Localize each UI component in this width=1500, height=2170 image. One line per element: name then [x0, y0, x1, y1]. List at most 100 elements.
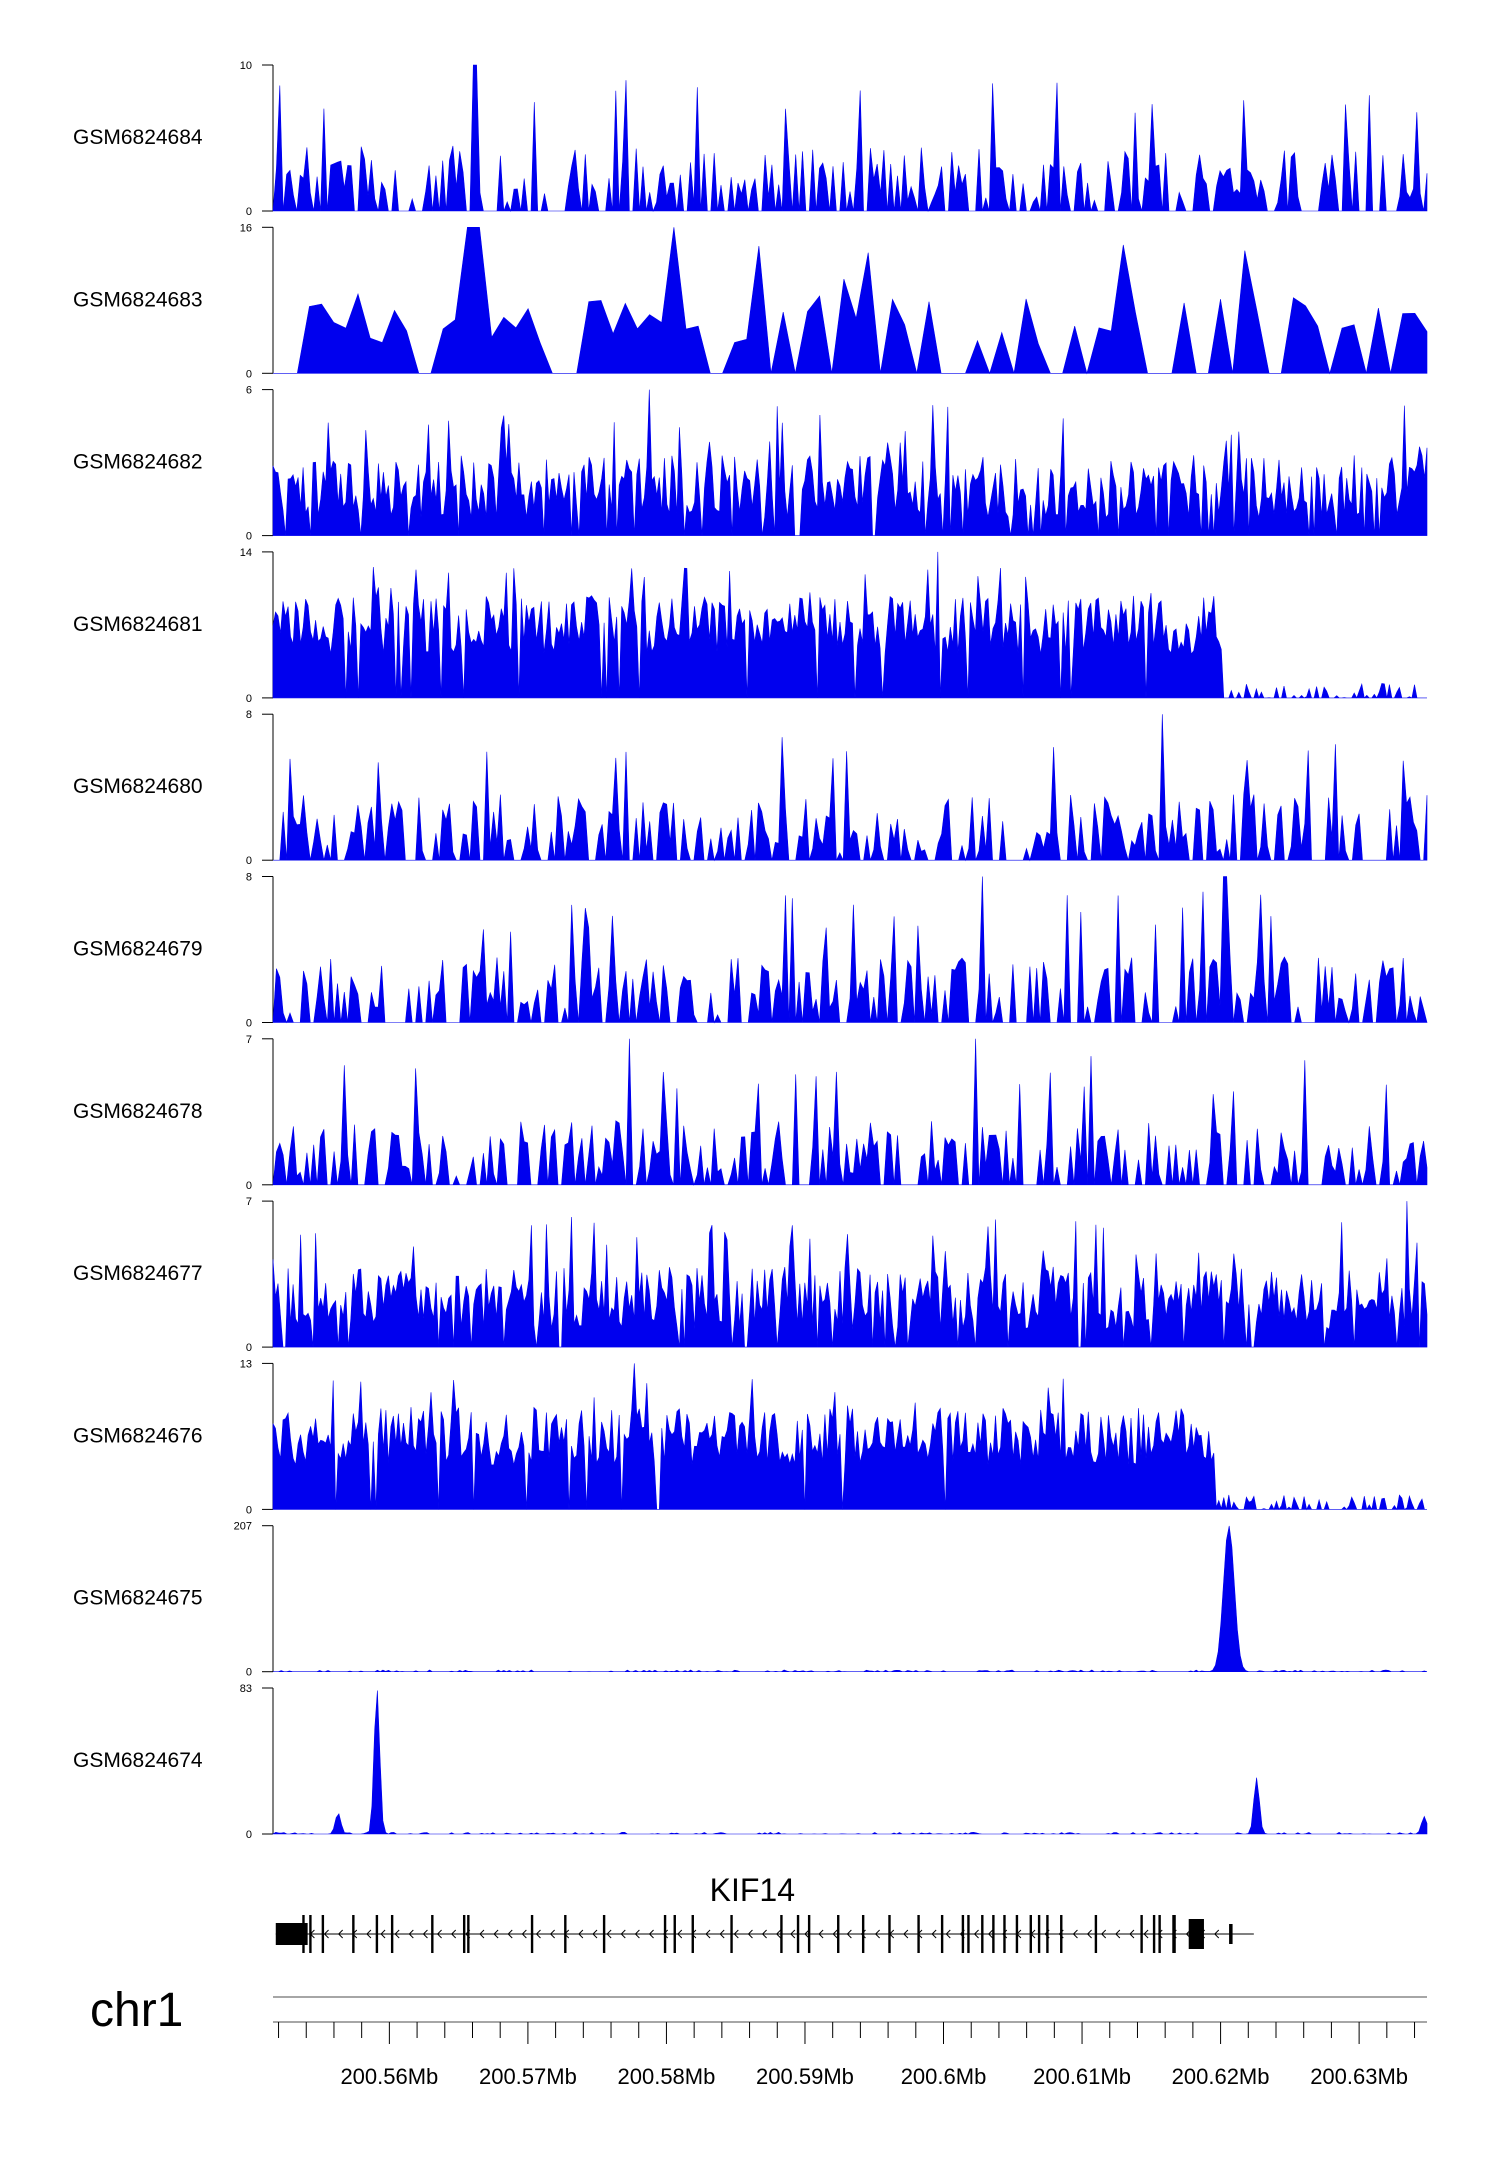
strand-arrow — [1143, 1929, 1149, 1939]
y-min-label: 0 — [246, 368, 252, 380]
y-max-label: 8 — [246, 709, 252, 721]
strand-arrow — [634, 1929, 640, 1939]
track-label: GSM6824674 — [73, 1749, 203, 1772]
exon — [796, 1915, 800, 1953]
exon — [691, 1915, 694, 1953]
exon — [1060, 1915, 1063, 1953]
exon — [673, 1915, 676, 1953]
strand-arrow — [549, 1929, 555, 1939]
track-gsm6824676: GSM6824676 13 0 — [73, 1358, 1427, 1516]
exon — [1158, 1915, 1161, 1953]
strand-arrow — [337, 1929, 344, 1939]
track-label: GSM6824682 — [73, 451, 203, 474]
track-label: GSM6824683 — [73, 288, 203, 311]
exon — [807, 1915, 811, 1953]
y-min-label: 0 — [246, 1829, 252, 1841]
exon — [663, 1915, 667, 1953]
track-gsm6824681: GSM6824681 14 0 — [73, 547, 1427, 705]
strand-arrow — [1214, 1929, 1220, 1939]
strand-arrow — [422, 1929, 428, 1939]
y-min-label: 0 — [246, 693, 252, 705]
signal-area — [272, 876, 1428, 1024]
signal-area — [272, 1038, 1428, 1186]
chromosome-ideogram — [273, 1996, 1427, 2023]
exon — [462, 1915, 466, 1953]
strand-arrow — [1157, 1929, 1163, 1939]
signal-area — [273, 1525, 1428, 1673]
signal-area — [272, 551, 1427, 699]
signal-area — [272, 389, 1428, 536]
gene-label-kif14: KIF14 — [710, 1872, 795, 1908]
exon-utr — [275, 1923, 308, 1945]
track-gsm6824682: GSM6824682 6 0 — [73, 385, 1428, 543]
track-gsm6824683: GSM6824683 16 0 — [73, 222, 1428, 380]
strand-arrow — [380, 1929, 386, 1939]
track-label: GSM6824684 — [73, 126, 203, 149]
y-max-label: 7 — [246, 1196, 252, 1208]
strand-arrow — [945, 1929, 951, 1939]
y-max-label: 7 — [246, 1034, 252, 1046]
y-min-label: 0 — [246, 1504, 252, 1516]
strand-arrow — [1101, 1929, 1107, 1939]
exon-utr — [1188, 1919, 1204, 1949]
track-label: GSM6824681 — [73, 613, 203, 636]
gene-model-kif14 — [275, 1915, 1254, 1953]
exon — [780, 1915, 783, 1953]
exon — [917, 1915, 920, 1953]
y-max-label: 8 — [246, 872, 252, 884]
exon — [1046, 1915, 1049, 1953]
exon — [1172, 1915, 1176, 1953]
strand-arrow — [436, 1929, 442, 1939]
track-gsm6824674: GSM6824674 83 0 — [73, 1683, 1428, 1841]
strand-arrow — [521, 1929, 527, 1939]
signal-area — [273, 227, 1428, 375]
exon — [992, 1915, 995, 1953]
strand-arrow — [874, 1929, 880, 1939]
strand-arrow — [578, 1929, 584, 1939]
exon — [861, 1915, 865, 1953]
exon — [1015, 1915, 1019, 1953]
strand-arrow — [903, 1929, 909, 1939]
strand-arrow — [804, 1929, 810, 1939]
exon — [1029, 1915, 1032, 1953]
strand-arrow — [493, 1929, 499, 1939]
strand-arrow — [747, 1929, 753, 1939]
x-tick-label: 200.59Mb — [756, 2064, 854, 2089]
exon — [530, 1915, 534, 1953]
strand-arrow — [1115, 1929, 1121, 1939]
strand-arrow — [507, 1929, 513, 1939]
signal-area — [272, 64, 1428, 213]
strand-arrow — [719, 1929, 725, 1939]
strand-arrow — [846, 1929, 852, 1939]
strand-arrow — [479, 1929, 485, 1939]
chromosome-label: chr1 — [90, 1984, 183, 2037]
y-min-label: 0 — [246, 531, 252, 543]
exon — [321, 1915, 325, 1953]
x-tick-label: 200.56Mb — [340, 2064, 438, 2089]
exon — [352, 1915, 355, 1953]
exon — [602, 1915, 606, 1953]
exon — [888, 1915, 891, 1953]
strand-arrow — [366, 1929, 372, 1939]
y-max-label: 14 — [240, 547, 252, 559]
strand-arrow — [776, 1929, 782, 1939]
strand-arrow — [648, 1929, 654, 1939]
y-max-label: 83 — [240, 1683, 252, 1695]
strand-arrow — [662, 1929, 669, 1939]
y-min-label: 0 — [246, 1018, 252, 1030]
exon — [981, 1915, 984, 1953]
exon — [467, 1915, 470, 1953]
strand-arrow — [620, 1929, 626, 1939]
y-max-label: 16 — [240, 222, 252, 234]
track-label: GSM6824680 — [73, 775, 203, 798]
exon — [564, 1915, 567, 1953]
exon — [730, 1915, 733, 1953]
exon — [1003, 1915, 1006, 1953]
exon — [431, 1915, 434, 1953]
exon — [390, 1915, 394, 1953]
track-label: GSM6824677 — [73, 1262, 203, 1285]
track-gsm6824680: GSM6824680 8 0 — [73, 709, 1428, 867]
signal-area — [272, 1363, 1427, 1511]
track-gsm6824678: GSM6824678 7 0 — [73, 1034, 1428, 1192]
